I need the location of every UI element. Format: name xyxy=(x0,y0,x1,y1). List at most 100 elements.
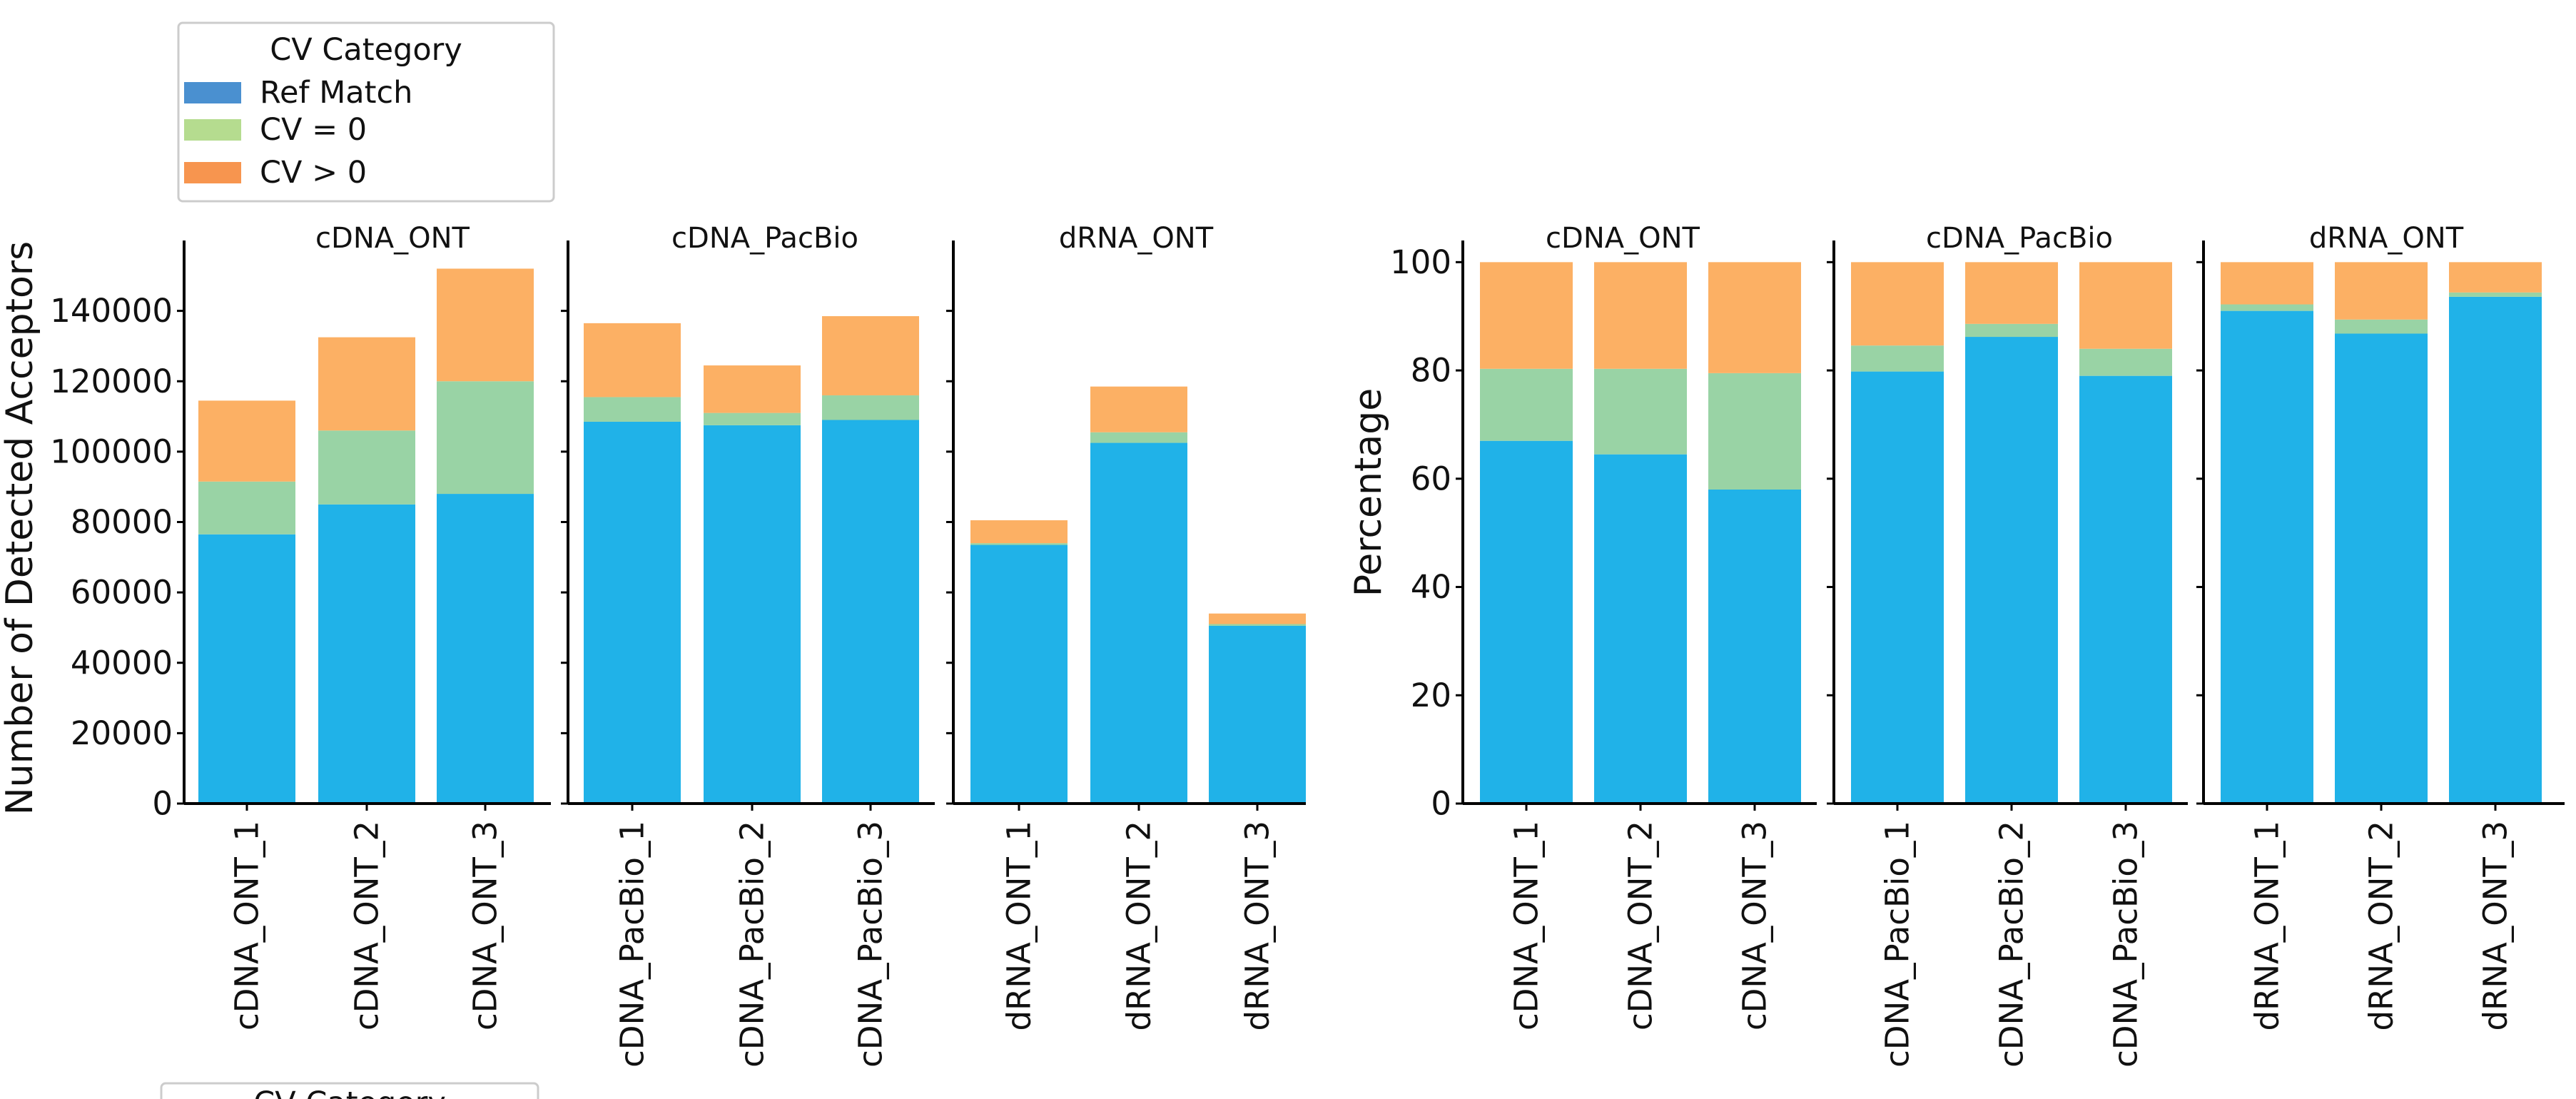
bar-cv-pos xyxy=(2335,262,2428,320)
bar-cv-zero xyxy=(1480,368,1573,441)
bar-ref-match xyxy=(1090,442,1187,804)
x-tick-label: cDNA_ONT_3 xyxy=(467,821,504,1030)
y-tick-label: 40 xyxy=(1411,568,1451,606)
panel-cDNA_PacBio: cDNA_PacBio cDNA_PacBio_1 cDNA_PacBio_2 cDN… xyxy=(561,222,935,1068)
y-tick-label: 20000 xyxy=(71,714,173,752)
x-tick-label: cDNA_PacBio_1 xyxy=(614,821,651,1068)
y-tick-label: 0 xyxy=(1431,785,1451,823)
bar-ref-match xyxy=(318,504,415,804)
x-tick-label: cDNA_ONT_1 xyxy=(1508,821,1546,1030)
bar-cv-zero xyxy=(2079,348,2172,376)
panel-title: cDNA_PacBio xyxy=(671,222,858,255)
bar-cv-zero xyxy=(437,381,534,495)
legend-cut-title: CV Category xyxy=(253,1085,446,1099)
bar-cv-pos xyxy=(1965,262,2058,324)
bar-cv-zero xyxy=(584,397,681,422)
x-tick-label: cDNA_PacBio_2 xyxy=(734,821,771,1068)
panel-cDNA_PacBio: cDNA_PacBio cDNA_PacBio_1 cDNA_PacBio_2 cDN… xyxy=(1827,222,2188,1068)
panel-title: cDNA_PacBio xyxy=(1926,222,2113,255)
x-tick-label: cDNA_ONT_2 xyxy=(348,821,386,1030)
x-tick-label: dRNA_ONT_1 xyxy=(1000,821,1038,1030)
chart-1: Number of Detected Acceptors cDNA_ONT cDNA… xyxy=(0,222,1306,1068)
bar-cv-pos xyxy=(1480,262,1573,369)
x-tick-label: dRNA_ONT_2 xyxy=(1120,821,1158,1030)
y-axis-label: Number of Detected Acceptors xyxy=(0,241,41,816)
x-tick-label: dRNA_ONT_2 xyxy=(2363,821,2400,1030)
bar-cv-zero xyxy=(2335,319,2428,334)
bar-cv-pos xyxy=(1708,262,1801,373)
x-tick-label: dRNA_ONT_1 xyxy=(2248,821,2286,1030)
legend-swatch-cv-zero xyxy=(184,119,241,141)
x-tick-label: cDNA_PacBio_2 xyxy=(1993,821,2031,1068)
bar-cv-pos xyxy=(2221,262,2313,305)
panel-title: dRNA_ONT xyxy=(2309,222,2464,255)
bar-ref-match xyxy=(1851,371,1944,804)
y-tick-label: 40000 xyxy=(71,644,173,682)
bar-cv-pos xyxy=(2449,262,2542,293)
bar-ref-match xyxy=(2079,375,2172,804)
bar-ref-match xyxy=(584,421,681,804)
bar-ref-match xyxy=(1594,454,1687,804)
y-tick-label: 60 xyxy=(1411,460,1451,497)
bar-cv-zero xyxy=(1594,368,1687,455)
legend-swatch-cv-pos xyxy=(184,162,241,183)
bar-cv-zero xyxy=(1851,345,1944,372)
x-tick-label: cDNA_ONT_2 xyxy=(1622,821,1660,1030)
bar-cv-pos xyxy=(1209,613,1306,624)
y-tick-label: 80 xyxy=(1411,352,1451,390)
legend-title: CV Category xyxy=(270,32,462,68)
bar-cv-zero xyxy=(970,543,1068,545)
x-tick-label: cDNA_ONT_3 xyxy=(1736,821,1774,1030)
bar-cv-pos xyxy=(1594,262,1687,369)
bar-cv-pos xyxy=(1851,262,1944,346)
bar-cv-pos xyxy=(2079,262,2172,349)
bar-ref-match xyxy=(2449,296,2542,804)
y-tick-label: 0 xyxy=(152,785,173,823)
legend-cut: CV Category xyxy=(160,1082,539,1099)
panel-title: cDNA_ONT xyxy=(315,222,470,255)
bar-cv-pos xyxy=(704,365,801,413)
bar-ref-match xyxy=(1480,440,1573,804)
y-tick-label: 120000 xyxy=(50,363,173,400)
legend-frame xyxy=(177,21,555,203)
x-tick-label: dRNA_ONT_3 xyxy=(1239,821,1277,1030)
bar-cv-zero xyxy=(1209,624,1306,626)
bar-cv-pos xyxy=(1090,386,1187,432)
panel-cDNA_ONT: cDNA_ONT cDNA_ONT_1 cDNA_ONT_2 cDNA_ONT_3 0 2… xyxy=(1390,222,1817,1030)
y-tick-label: 140000 xyxy=(50,292,173,330)
bar-ref-match xyxy=(822,420,919,804)
bar-ref-match xyxy=(1708,489,1801,804)
bar-ref-match xyxy=(2335,333,2428,804)
x-tick-label: cDNA_PacBio_3 xyxy=(2107,821,2145,1068)
y-tick-label: 60000 xyxy=(71,574,173,612)
panel-dRNA_ONT: dRNA_ONT dRNA_ONT_1 dRNA_ONT_2 dRNA_ONT_3 xyxy=(946,222,1306,1030)
panel-cDNA_ONT: cDNA_ONT cDNA_ONT_1 cDNA_ONT_2 cDNA_ONT_3 0 2… xyxy=(50,222,551,1030)
legend-label-cv-pos: CV > 0 xyxy=(260,155,367,191)
x-tick-label: dRNA_ONT_3 xyxy=(2477,821,2515,1030)
bar-cv-zero xyxy=(2449,292,2542,297)
bar-cv-pos xyxy=(970,520,1068,544)
y-tick-label: 100000 xyxy=(50,432,173,470)
y-tick-label: 80000 xyxy=(71,503,173,541)
panel-dRNA_ONT: dRNA_ONT dRNA_ONT_1 dRNA_ONT_2 dRNA_ONT_3 xyxy=(2196,222,2565,1030)
panel-title: dRNA_ONT xyxy=(1059,222,1214,255)
bar-cv-pos xyxy=(198,400,295,482)
bar-ref-match xyxy=(1965,337,2058,804)
bar-cv-pos xyxy=(437,268,534,382)
chart-2: Percentage cDNA_ONT cDNA_ONT_1 cDNA_ONT_2 cD… xyxy=(1347,222,2565,1068)
bar-cv-pos xyxy=(318,337,415,431)
bar-cv-zero xyxy=(1090,432,1187,443)
panel-title: cDNA_ONT xyxy=(1546,222,1700,255)
y-axis-label: Percentage xyxy=(1347,388,1390,597)
y-tick-label: 100 xyxy=(1390,243,1451,281)
x-tick-label: cDNA_PacBio_3 xyxy=(852,821,890,1068)
x-tick-label: cDNA_PacBio_1 xyxy=(1879,821,1917,1068)
bar-cv-zero xyxy=(822,395,919,420)
bar-ref-match xyxy=(704,425,801,804)
plots: Number of Detected Acceptors cDNA_ONT cDNA… xyxy=(0,222,2565,1068)
bar-cv-pos xyxy=(822,316,919,395)
bar-cv-zero xyxy=(198,481,295,535)
bar-ref-match xyxy=(437,494,534,804)
bar-ref-match xyxy=(2221,310,2313,804)
